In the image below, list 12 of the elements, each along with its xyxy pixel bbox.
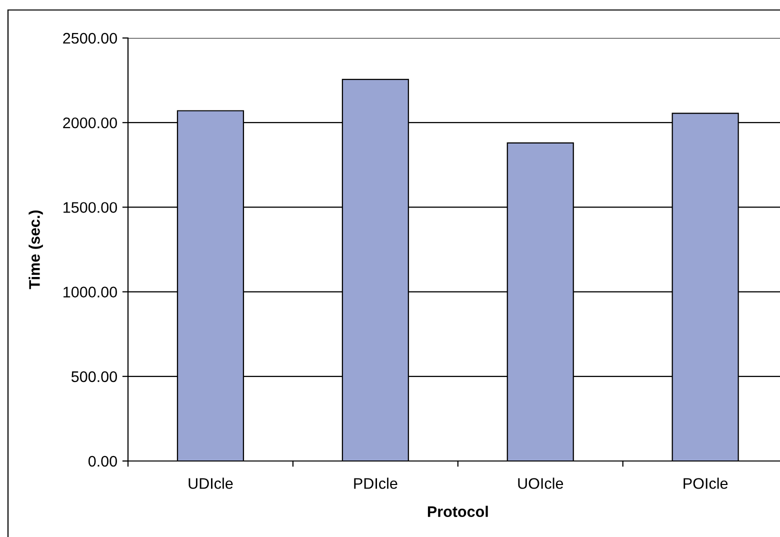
y-tick-label: 2500.00: [63, 32, 117, 44]
y-tick-label: 1500.00: [64, 202, 117, 213]
x-tick-label: PDIcle: [354, 478, 398, 489]
y-axis-title: Time (sec.): [28, 210, 43, 290]
y-tick-label: 500.00: [71, 371, 117, 382]
y-tick-label: 0.00: [88, 456, 117, 467]
y-tick-label: 2000.00: [63, 117, 117, 128]
x-tick-label: UDIcle: [188, 478, 233, 489]
x-tick-label: UOIcle: [518, 478, 564, 489]
y-tick-label: 1000.00: [64, 286, 117, 298]
x-tick-label: POIcle: [684, 478, 728, 489]
x-axis-title: Protocol: [428, 506, 488, 518]
